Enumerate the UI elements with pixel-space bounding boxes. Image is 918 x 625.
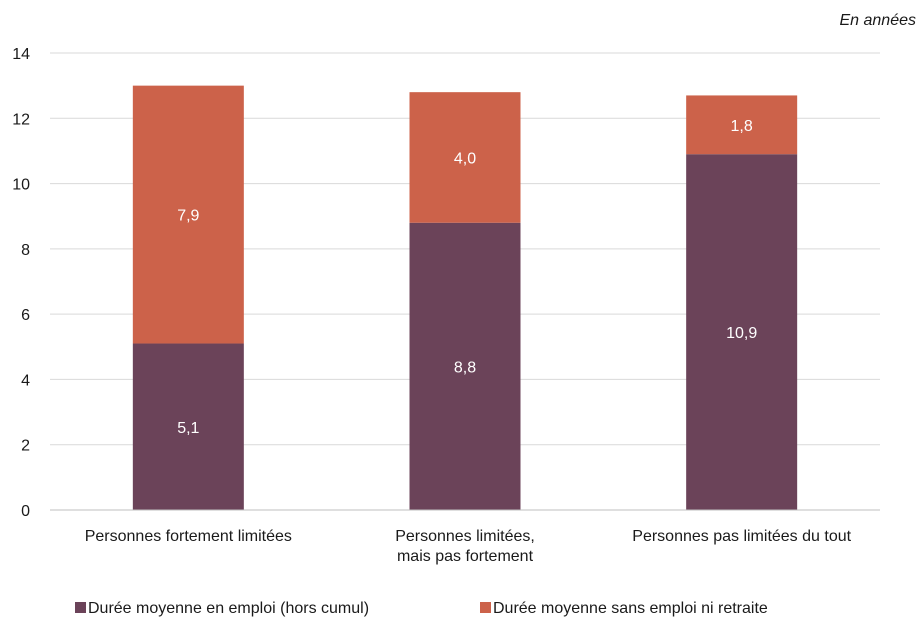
y-tick-label: 10 xyxy=(12,177,30,194)
x-tick-label: mais pas fortement xyxy=(397,548,534,565)
y-tick-label: 8 xyxy=(21,242,30,259)
data-label: 1,8 xyxy=(731,118,753,135)
bar-segment xyxy=(686,154,798,510)
data-label: 5,1 xyxy=(177,420,199,437)
legend-label: Durée moyenne en emploi (hors cumul) xyxy=(88,600,369,617)
x-tick-label: Personnes pas limitées du tout xyxy=(632,528,851,545)
y-axis: 0 2 4 6 8 10 12 14 xyxy=(12,46,30,520)
y-tick-label: 4 xyxy=(21,372,30,389)
bar-segment xyxy=(686,95,798,155)
data-label: 7,9 xyxy=(177,208,199,225)
bar-segment xyxy=(132,85,244,344)
bar-segment xyxy=(409,222,521,510)
data-label: 4,0 xyxy=(454,150,476,167)
bars: 5,1 7,9 8,8 4,0 10,9 1,8 xyxy=(132,85,798,510)
data-label: 10,9 xyxy=(726,325,757,342)
x-tick-label: Personnes fortement limitées xyxy=(85,528,292,545)
x-tick-label: Personnes limitées, xyxy=(395,528,535,545)
x-axis: Personnes fortement limitées Personnes li… xyxy=(50,509,880,565)
y-tick-label: 6 xyxy=(21,307,30,324)
y-tick-label: 12 xyxy=(12,111,30,128)
legend: Durée moyenne en emploi (hors cumul) Duré… xyxy=(75,600,768,617)
bar-segment xyxy=(409,92,521,223)
legend-swatch xyxy=(75,602,86,613)
data-label: 8,8 xyxy=(454,359,476,376)
bar-segment xyxy=(132,343,244,510)
legend-swatch xyxy=(480,602,491,613)
y-tick-label: 0 xyxy=(21,503,30,520)
unit-note: En années xyxy=(839,12,916,29)
y-tick-label: 14 xyxy=(12,46,30,63)
legend-label: Durée moyenne sans emploi ni retraite xyxy=(493,600,768,617)
y-tick-label: 2 xyxy=(21,438,30,455)
